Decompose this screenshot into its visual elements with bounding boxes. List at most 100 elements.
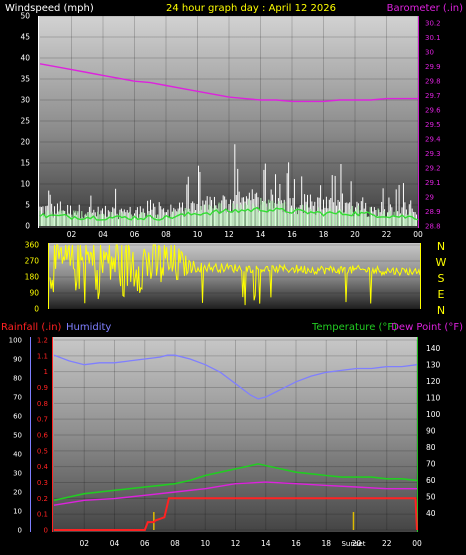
climate-hour-tick-label: 08 — [170, 539, 180, 548]
climate-panel-bg — [53, 337, 417, 532]
temperature-line — [53, 463, 418, 502]
humidity-tick-label: 40 — [13, 451, 22, 459]
humidity-tick-label: 100 — [9, 337, 22, 345]
humidity-tick-label: 90 — [13, 356, 22, 364]
wind-hour-tick-label: 18 — [319, 230, 329, 239]
direction-panel-bg — [49, 243, 420, 309]
compass-w: W — [436, 256, 447, 269]
humidity-tick-label: 70 — [13, 394, 22, 402]
wind-hour-tick-label: 04 — [98, 230, 108, 239]
barometer-tick-label: 28.9 — [425, 208, 441, 216]
rain-tick-label: 0.3 — [37, 479, 48, 487]
temperature-tick-label: 40 — [426, 509, 436, 518]
temperature-tick-label: 110 — [426, 393, 441, 402]
direction-tick-label: 0 — [34, 305, 39, 314]
windspeed-tick-label: 25 — [20, 117, 30, 126]
rain-tick-label: 0.2 — [37, 495, 48, 503]
barometer-tick-label: 28.8 — [425, 223, 441, 231]
humidity-axis-title: Humidity — [66, 322, 111, 333]
barometer-tick-label: 29.5 — [425, 121, 441, 129]
wind-hour-tick-label: 16 — [287, 230, 297, 239]
rain-tick-label: 1.2 — [37, 337, 48, 345]
windspeed-tick-label: 20 — [20, 138, 30, 147]
wind-hour-tick-label: 00 — [413, 230, 423, 239]
climate-hour-tick-label: 18 — [321, 539, 331, 548]
wind-hour-tick-label: 06 — [130, 230, 140, 239]
climate-hour-tick-label: 12 — [231, 539, 241, 548]
rain-tick-label: 0.5 — [37, 447, 48, 455]
humidity-tick-label: 0 — [18, 527, 22, 535]
barometer-tick-label: 29.9 — [425, 63, 441, 71]
barometer-tick-label: 29.4 — [425, 136, 441, 144]
windspeed-axis-title: Windspeed (mph) — [5, 3, 94, 14]
direction-tick-label: 270 — [25, 257, 40, 266]
temperature-tick-label: 140 — [426, 344, 441, 353]
wind-panel-bg — [39, 16, 418, 228]
barometer-tick-label: 30.1 — [425, 34, 441, 42]
temperature-tick-label: 100 — [426, 410, 441, 419]
barometer-tick-label: 29.6 — [425, 107, 441, 115]
rainfall-axis-title: Rainfall (.in) — [1, 322, 62, 333]
direction-tick-label: 180 — [25, 273, 40, 282]
graph-title: 24 hour graph day : April 12 2026 — [166, 3, 336, 14]
climate-hour-tick-label: 16 — [291, 539, 301, 548]
barometer-line — [39, 63, 418, 103]
temperature-tick-label: 60 — [426, 476, 436, 485]
climate-hour-tick-label: 02 — [79, 539, 89, 548]
rain-tick-label: 0.4 — [37, 463, 49, 471]
barometer-tick-label: 29.1 — [425, 179, 441, 187]
compass-n-bottom: N — [437, 304, 445, 317]
humidity-tick-label: 30 — [13, 470, 22, 478]
sunset-label: Sunset — [341, 540, 365, 548]
windspeed-tick-label: 0 — [25, 222, 30, 231]
wind-hour-tick-label: 10 — [193, 230, 203, 239]
climate-hour-tick-label: 22 — [382, 539, 392, 548]
climate-hour-tick-label: 04 — [110, 539, 120, 548]
windspeed-tick-label: 10 — [20, 180, 30, 189]
windspeed-tick-label: 5 — [25, 201, 30, 210]
barometer-tick-label: 29.3 — [425, 150, 441, 158]
humidity-line — [53, 354, 418, 400]
barometer-tick-label: 29.2 — [425, 165, 441, 173]
temperature-tick-label: 120 — [426, 377, 441, 386]
barometer-tick-label: 29.7 — [425, 92, 441, 100]
rain-tick-label: 0.7 — [37, 416, 48, 424]
rain-tick-label: 1.1 — [37, 352, 48, 360]
barometer-tick-label: 30.2 — [425, 20, 441, 28]
climate-hour-tick-label: 10 — [200, 539, 210, 548]
compass-n-top: N — [437, 240, 445, 253]
barometer-axis-title: Barometer (.in) — [387, 3, 463, 14]
rain-tick-label: 0.8 — [37, 400, 48, 408]
temperature-axis-title: Temperature (°F) — [311, 322, 397, 333]
climate-hour-tick-label: 06 — [140, 539, 150, 548]
dewpoint-line — [53, 481, 417, 506]
rain-tick-label: 0.1 — [37, 511, 48, 519]
windspeed-tick-label: 30 — [20, 96, 30, 105]
humidity-tick-label: 50 — [13, 432, 22, 440]
rainfall-line — [54, 497, 418, 531]
direction-tick-label: 90 — [29, 289, 39, 298]
wind-hour-tick-label: 20 — [350, 230, 360, 239]
humidity-tick-label: 80 — [13, 375, 22, 383]
humidity-tick-label: 60 — [13, 413, 22, 421]
temperature-tick-label: 80 — [426, 443, 436, 452]
wind-hour-tick-label: 08 — [161, 230, 171, 239]
wind-hour-tick-label: 12 — [224, 230, 234, 239]
wind-average-line — [39, 206, 419, 221]
barometer-tick-label: 29.8 — [425, 78, 441, 86]
temperature-tick-label: 70 — [426, 459, 436, 468]
barometer-tick-label: 29 — [425, 194, 434, 202]
temperature-tick-label: 90 — [426, 426, 436, 435]
humidity-tick-label: 10 — [13, 508, 22, 516]
temperature-tick-label: 50 — [426, 492, 436, 501]
compass-e: E — [438, 288, 445, 301]
dewpoint-axis-title: Dew Point (°F) — [391, 322, 463, 333]
rain-tick-label: 0.6 — [37, 432, 49, 440]
rain-tick-label: 0.9 — [37, 384, 48, 392]
wind-direction-trace — [49, 244, 421, 306]
wind-hour-tick-label: 02 — [67, 230, 77, 239]
wind-hour-tick-label: 22 — [382, 230, 392, 239]
rain-tick-label: 1 — [44, 368, 48, 376]
windspeed-tick-label: 40 — [20, 54, 30, 63]
